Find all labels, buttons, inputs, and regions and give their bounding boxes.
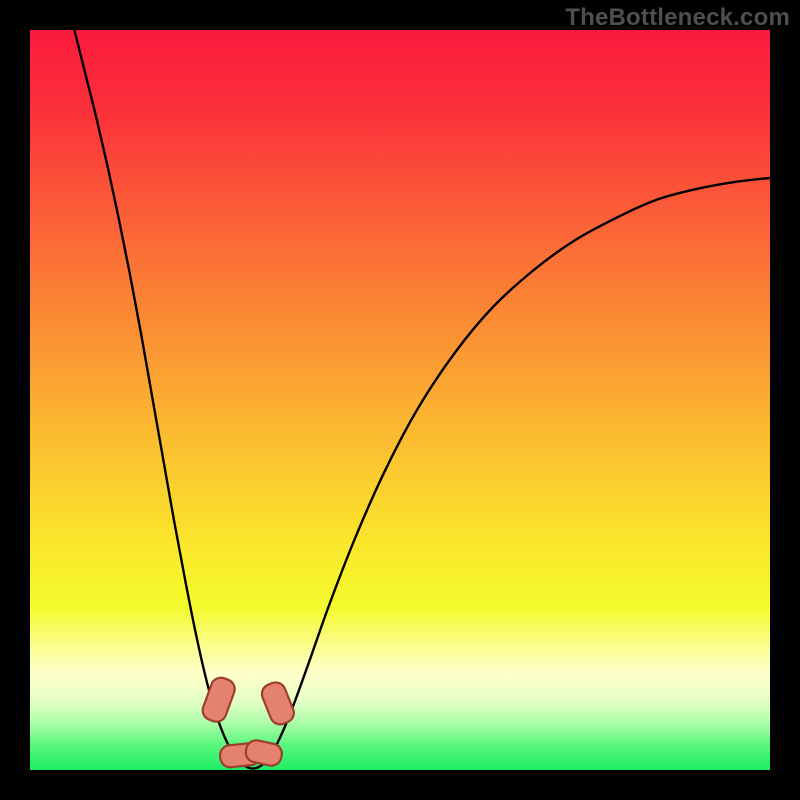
data-marker	[200, 675, 238, 725]
watermark-text: TheBottleneck.com	[565, 4, 790, 32]
chart-svg	[30, 30, 770, 770]
bottleneck-curve	[74, 30, 770, 769]
plot-area	[30, 30, 770, 770]
data-marker	[259, 679, 297, 727]
